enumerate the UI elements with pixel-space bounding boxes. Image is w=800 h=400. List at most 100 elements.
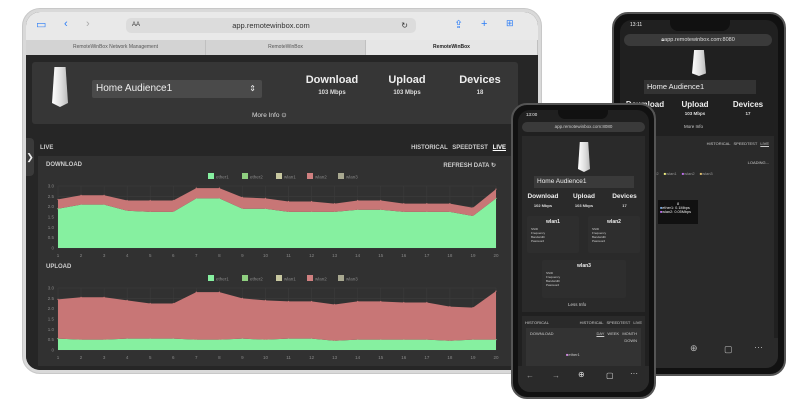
x-tick-label: 17	[424, 253, 430, 258]
site-selector-value: Home Audience1	[537, 178, 587, 185]
legend-wlan1: wlan1	[666, 171, 677, 176]
legend-swatch-ether1	[208, 173, 214, 179]
address-bar[interactable]: AA app.remotewinbox.com ↻	[126, 18, 416, 33]
tabs-overview-icon[interactable]: ⊞	[506, 18, 514, 28]
more-info-button[interactable]: More Info ⊙	[252, 111, 287, 119]
more-icon[interactable]: ···	[754, 342, 763, 352]
download-title: DOWNLOAD	[46, 162, 82, 168]
tab-1[interactable]: RemoteWinBox Network Management	[26, 40, 206, 55]
x-tick-label: 1	[57, 355, 60, 360]
charts-panel: DOWNLOAD REFRESH DATA ↻ ether1 ether2 wlan…	[38, 156, 520, 366]
nav-historical[interactable]: HISTORICAL	[411, 145, 448, 151]
sidebar-icon[interactable]: ▭	[36, 19, 47, 31]
area-wlan2	[58, 188, 496, 216]
new-tab-icon[interactable]: +	[481, 18, 488, 30]
nav-speedtest[interactable]: SPEEDTEST	[733, 141, 758, 146]
period-selector: DAY WEEK MONTH	[596, 331, 637, 336]
tablet-device: ▭ ‹ › AA app.remotewinbox.com ↻ ⇪ + ⊞ Re…	[22, 8, 542, 374]
nav-live[interactable]: LIVE	[760, 141, 769, 146]
x-tick-label: 7	[195, 253, 198, 258]
nav-historical[interactable]: HISTORICAL	[579, 320, 604, 325]
x-tick-label: 12	[309, 355, 315, 360]
legend-swatch-wlan3	[338, 173, 344, 179]
x-tick-label: 5	[149, 253, 152, 258]
browser-toolbar: ▭ ‹ › AA app.remotewinbox.com ↻ ⇪ + ⊞	[26, 12, 538, 40]
point-wlan2	[218, 187, 220, 189]
router-image	[692, 50, 706, 76]
new-tab-icon[interactable]: ⊕	[690, 343, 698, 353]
x-tick-label: 8	[218, 253, 221, 258]
site-selector[interactable]: Home Audience1 ⇕	[92, 80, 262, 98]
stat-value: 103 Mbps	[574, 203, 594, 208]
address-bar[interactable]: 🔒︎app.remotewinbox.com:8080	[624, 34, 772, 46]
point-wlan2	[80, 296, 82, 298]
back-icon[interactable]: ‹	[64, 18, 68, 30]
x-tick-label: 20	[493, 253, 499, 258]
tab-2[interactable]: RemoteWinBox	[206, 40, 366, 55]
legend-wlan3: wlan3	[702, 171, 713, 176]
period-week[interactable]: WEEK	[607, 331, 620, 336]
point-wlan2	[264, 197, 267, 199]
tablet-screen: ▭ ‹ › AA app.remotewinbox.com ↻ ⇪ + ⊞ Re…	[26, 12, 538, 370]
reader-button[interactable]: AA	[132, 22, 141, 28]
y-tick-label: 2.5	[48, 194, 55, 199]
nav-live[interactable]: LIVE	[633, 320, 642, 325]
refresh-label: REFRESH DATA	[443, 163, 490, 169]
point-wlan2	[241, 196, 244, 198]
share-icon[interactable]: ⇪	[454, 19, 464, 31]
nav-speedtest[interactable]: SPEEDTEST	[606, 320, 631, 325]
upload-title: UPLOAD	[46, 264, 72, 270]
site-selector[interactable]: Home Audience1	[644, 80, 756, 94]
site-header-card: Home Audience1 ⇕ Download 103 Mbps Upload 1…	[32, 62, 518, 124]
period-month[interactable]: MONTH	[622, 331, 637, 336]
legend-swatch-wlan2	[307, 173, 313, 179]
less-info-button[interactable]: Less Info	[568, 302, 587, 307]
tabs-icon[interactable]: ▢	[724, 344, 733, 354]
nav-live[interactable]: LIVE	[492, 145, 506, 151]
period-day[interactable]: DAY	[596, 331, 605, 336]
stat-value: 17	[745, 111, 751, 116]
x-tick-label: 19	[470, 355, 476, 360]
legend-swatch-wlan3	[338, 275, 344, 281]
page-content: Home Audience1 ⇕ Download 103 Mbps Upload 1…	[26, 55, 538, 370]
stat-devices: Devices 17	[604, 193, 645, 208]
point-wlan2	[380, 199, 382, 202]
x-tick-label: 12	[309, 253, 315, 258]
y-tick-label: 0	[51, 348, 54, 353]
section-label: LIVE	[40, 145, 54, 151]
wlan-card-2: wlan2 SSID Frequency Bandwidth Password	[588, 216, 640, 253]
stat-devices: Devices 18	[450, 74, 510, 96]
stat-label: Devices	[459, 74, 501, 86]
point-wlan2	[495, 188, 497, 190]
forward-icon[interactable]: ›	[86, 18, 90, 30]
refresh-data-button[interactable]: REFRESH DATA ↻	[443, 162, 496, 169]
notch	[670, 20, 730, 31]
x-tick-label: 14	[355, 253, 361, 258]
back-icon[interactable]: ←	[526, 371, 534, 380]
x-tick-label: 2	[80, 355, 83, 360]
address-bar[interactable]: app.remotewinbox.com:8080	[522, 122, 645, 132]
wlan-name: wlan1	[546, 219, 560, 225]
new-tab-icon[interactable]: ⊕	[578, 370, 585, 379]
tooltip-row: ■wlan2: 0.05Mbps	[660, 210, 692, 214]
tab-3-label: RemoteWinBox	[433, 44, 470, 50]
tab-3-active[interactable]: RemoteWinBox	[366, 40, 538, 55]
forward-icon[interactable]: →	[552, 371, 560, 380]
more-info-button[interactable]: More Info	[684, 124, 704, 129]
tabs-icon[interactable]: ▢	[606, 371, 614, 380]
point-wlan2	[241, 297, 244, 299]
x-tick-label: 8	[218, 355, 221, 360]
nav-historical[interactable]: HISTORICAL	[706, 141, 731, 146]
site-selector[interactable]: Home Audience1	[534, 176, 634, 188]
y-tick-label: 2.0	[48, 204, 55, 209]
reload-icon[interactable]: ↻	[401, 21, 408, 30]
point-wlan2	[172, 302, 174, 305]
sidebar-toggle[interactable]: ❯	[26, 138, 34, 176]
x-tick-label: 6	[172, 253, 175, 258]
stat-value: 103 Mbps	[393, 90, 421, 96]
direction-selector[interactable]: DOWN	[624, 338, 637, 343]
site-selector-value: Home Audience1	[647, 82, 705, 91]
nav-speedtest[interactable]: SPEEDTEST	[452, 145, 488, 151]
point-wlan2	[218, 291, 220, 293]
more-icon[interactable]: ···	[630, 369, 638, 378]
